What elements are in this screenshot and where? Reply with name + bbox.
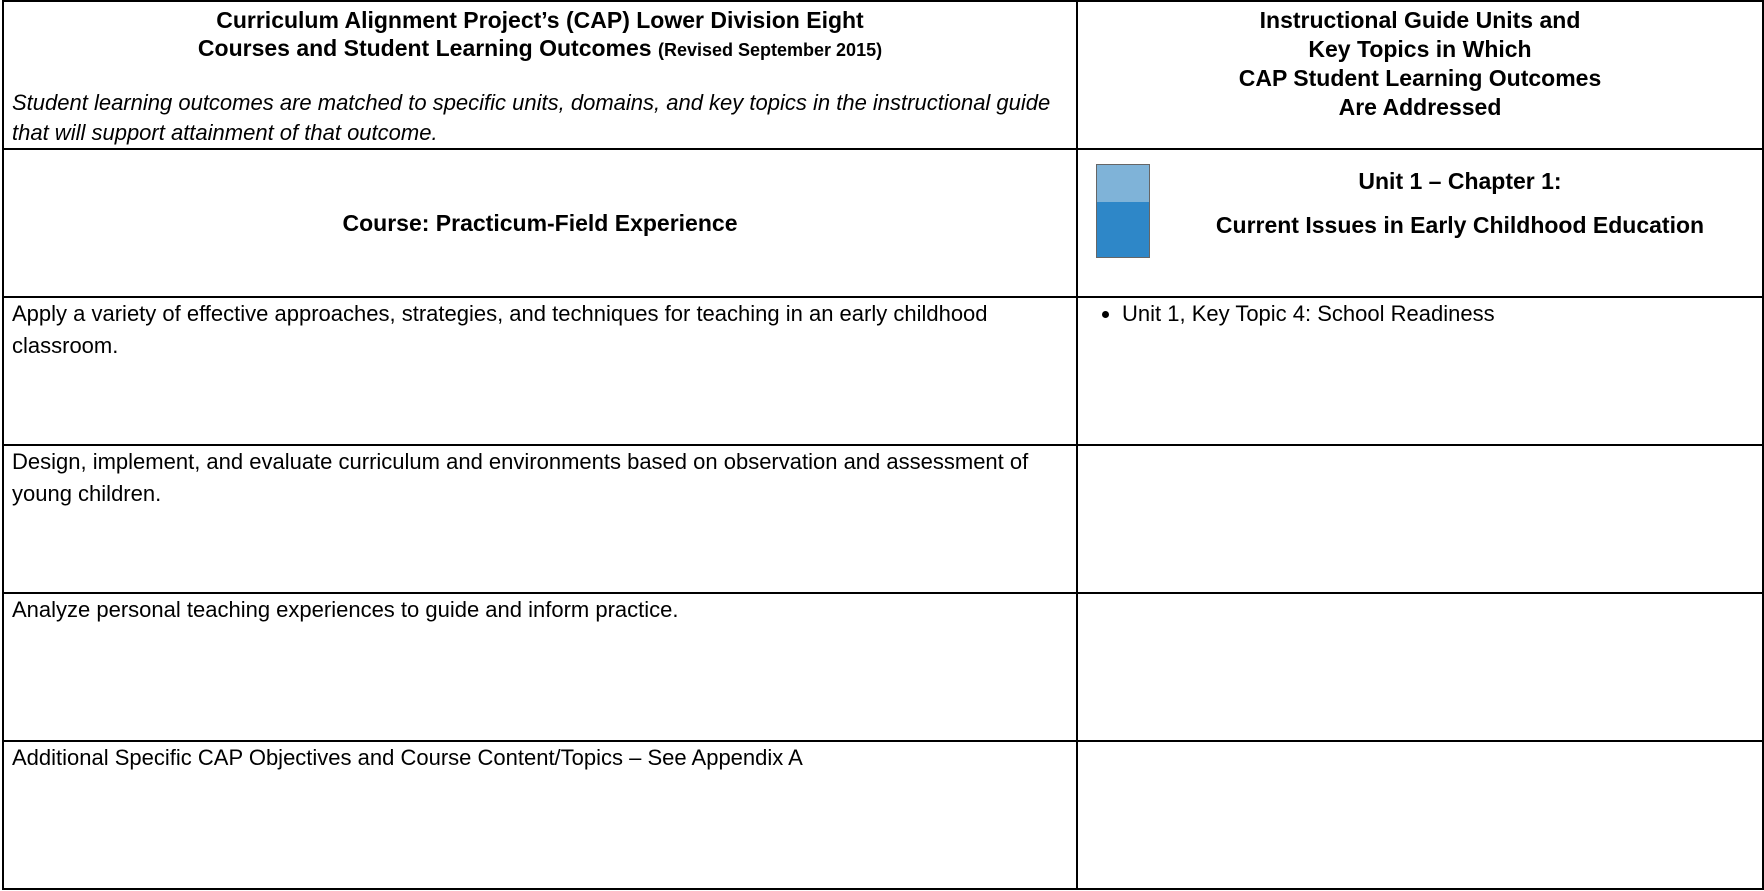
topic-item: Unit 1, Key Topic 4: School Readiness <box>1122 298 1754 330</box>
outcome-row: Analyze personal teaching experiences to… <box>2 592 1764 742</box>
topic-list: Unit 1, Key Topic 4: School Readiness <box>1086 298 1754 330</box>
course-label: Course: Practicum-Field Experience <box>2 148 1078 298</box>
title-line: Courses and Student Learning Outcomes <box>197 35 652 61</box>
outcome-text: Apply a variety of effective approaches,… <box>2 296 1078 446</box>
topic-cell <box>1076 592 1764 742</box>
left-title: Curriculum Alignment Project’s (CAP) Low… <box>12 2 1068 64</box>
course-row: Course: Practicum-Field Experience Unit … <box>2 148 1764 298</box>
outcome-rows: Apply a variety of effective approaches,… <box>2 296 1764 890</box>
unit-line: Unit 1 – Chapter 1: <box>1358 168 1562 194</box>
outcome-text: Additional Specific CAP Objectives and C… <box>2 740 1078 890</box>
unit-line: Current Issues in Early Childhood Educat… <box>1215 212 1705 238</box>
outcome-row: Additional Specific CAP Objectives and C… <box>2 740 1764 890</box>
outcome-text: Design, implement, and evaluate curricul… <box>2 444 1078 594</box>
outcome-text: Analyze personal teaching experiences to… <box>2 592 1078 742</box>
outcome-row: Design, implement, and evaluate curricul… <box>2 444 1764 594</box>
title-line: CAP Student Learning Outcomes <box>1238 65 1602 91</box>
title-note: (Revised September 2015) <box>657 40 883 60</box>
title-line: Are Addressed <box>1338 94 1502 120</box>
topic-cell <box>1076 444 1764 594</box>
title-line: Instructional Guide Units and <box>1259 7 1581 33</box>
book-cover <box>1096 164 1150 258</box>
unit-cell: Unit 1 – Chapter 1: Current Issues in Ear… <box>1076 148 1764 298</box>
left-subtitle: Student learning outcomes are matched to… <box>12 90 1051 145</box>
outcome-row: Apply a variety of effective approaches,… <box>2 296 1764 446</box>
title-line: Curriculum Alignment Project’s (CAP) Low… <box>216 7 864 33</box>
header-row: Curriculum Alignment Project’s (CAP) Low… <box>2 0 1764 150</box>
topic-cell: Unit 1, Key Topic 4: School Readiness <box>1076 296 1764 446</box>
header-right: Instructional Guide Units and Key Topics … <box>1076 0 1764 150</box>
unit-heading: Unit 1 – Chapter 1: Current Issues in Ear… <box>1166 150 1754 240</box>
title-line: Key Topics in Which <box>1308 36 1532 62</box>
header-left: Curriculum Alignment Project’s (CAP) Low… <box>2 0 1078 150</box>
topic-cell <box>1076 740 1764 890</box>
